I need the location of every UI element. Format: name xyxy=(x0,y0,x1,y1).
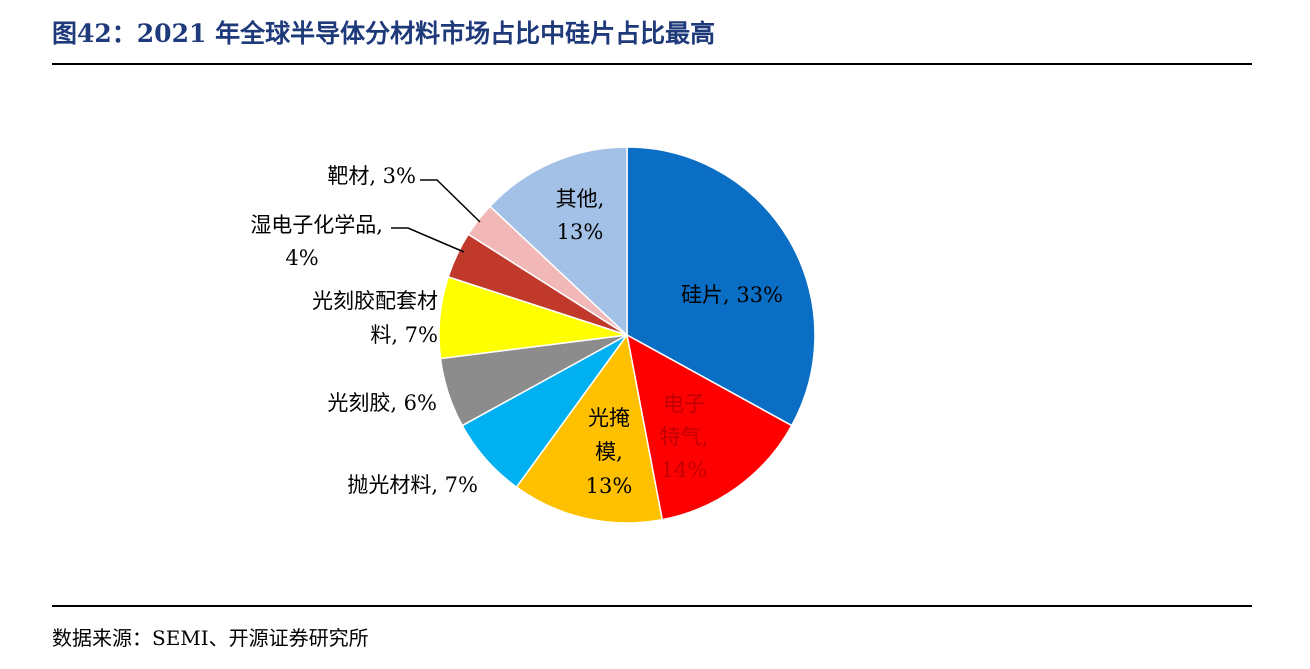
pie-slice-8 xyxy=(488,146,628,337)
slice-label-8: 其他, 13% xyxy=(556,187,605,244)
slice-label-1: 电子特气, 14% xyxy=(660,392,709,482)
slice-label-5: 光刻胶配套材料, 7% xyxy=(312,289,438,347)
slice-labels: 硅片, 33% 电子特气, 14% 光掩模, 13% 抛光材料, 7% 光刻胶, 6% 光刻胶… xyxy=(250,164,783,498)
chart-title: 图42：2021 年全球半导体分材料市场占比中硅片占比最高 xyxy=(52,19,716,48)
leader-line-7 xyxy=(420,179,481,223)
slice-label-2: 光掩模, 13% xyxy=(586,406,633,498)
leader-line-6 xyxy=(391,227,465,253)
slice-label-7: 靶材, 3% xyxy=(327,164,416,188)
pie-slice-2 xyxy=(515,333,664,524)
data-source: 数据来源：SEMI、开源证券研究所 xyxy=(52,626,369,650)
slice-label-6: 湿电子化学品, 4% xyxy=(250,213,383,270)
leader-lines xyxy=(391,179,481,253)
slice-label-3: 抛光材料, 7% xyxy=(347,473,478,497)
pie-slice-1 xyxy=(625,333,793,521)
slice-label-4: 光刻胶, 6% xyxy=(327,391,437,415)
bottom-rule xyxy=(52,605,1252,607)
slice-label-0: 硅片, 33% xyxy=(681,283,783,307)
pie-slice-0 xyxy=(626,146,816,427)
pie-slices xyxy=(438,146,816,524)
top-rule xyxy=(52,63,1252,65)
